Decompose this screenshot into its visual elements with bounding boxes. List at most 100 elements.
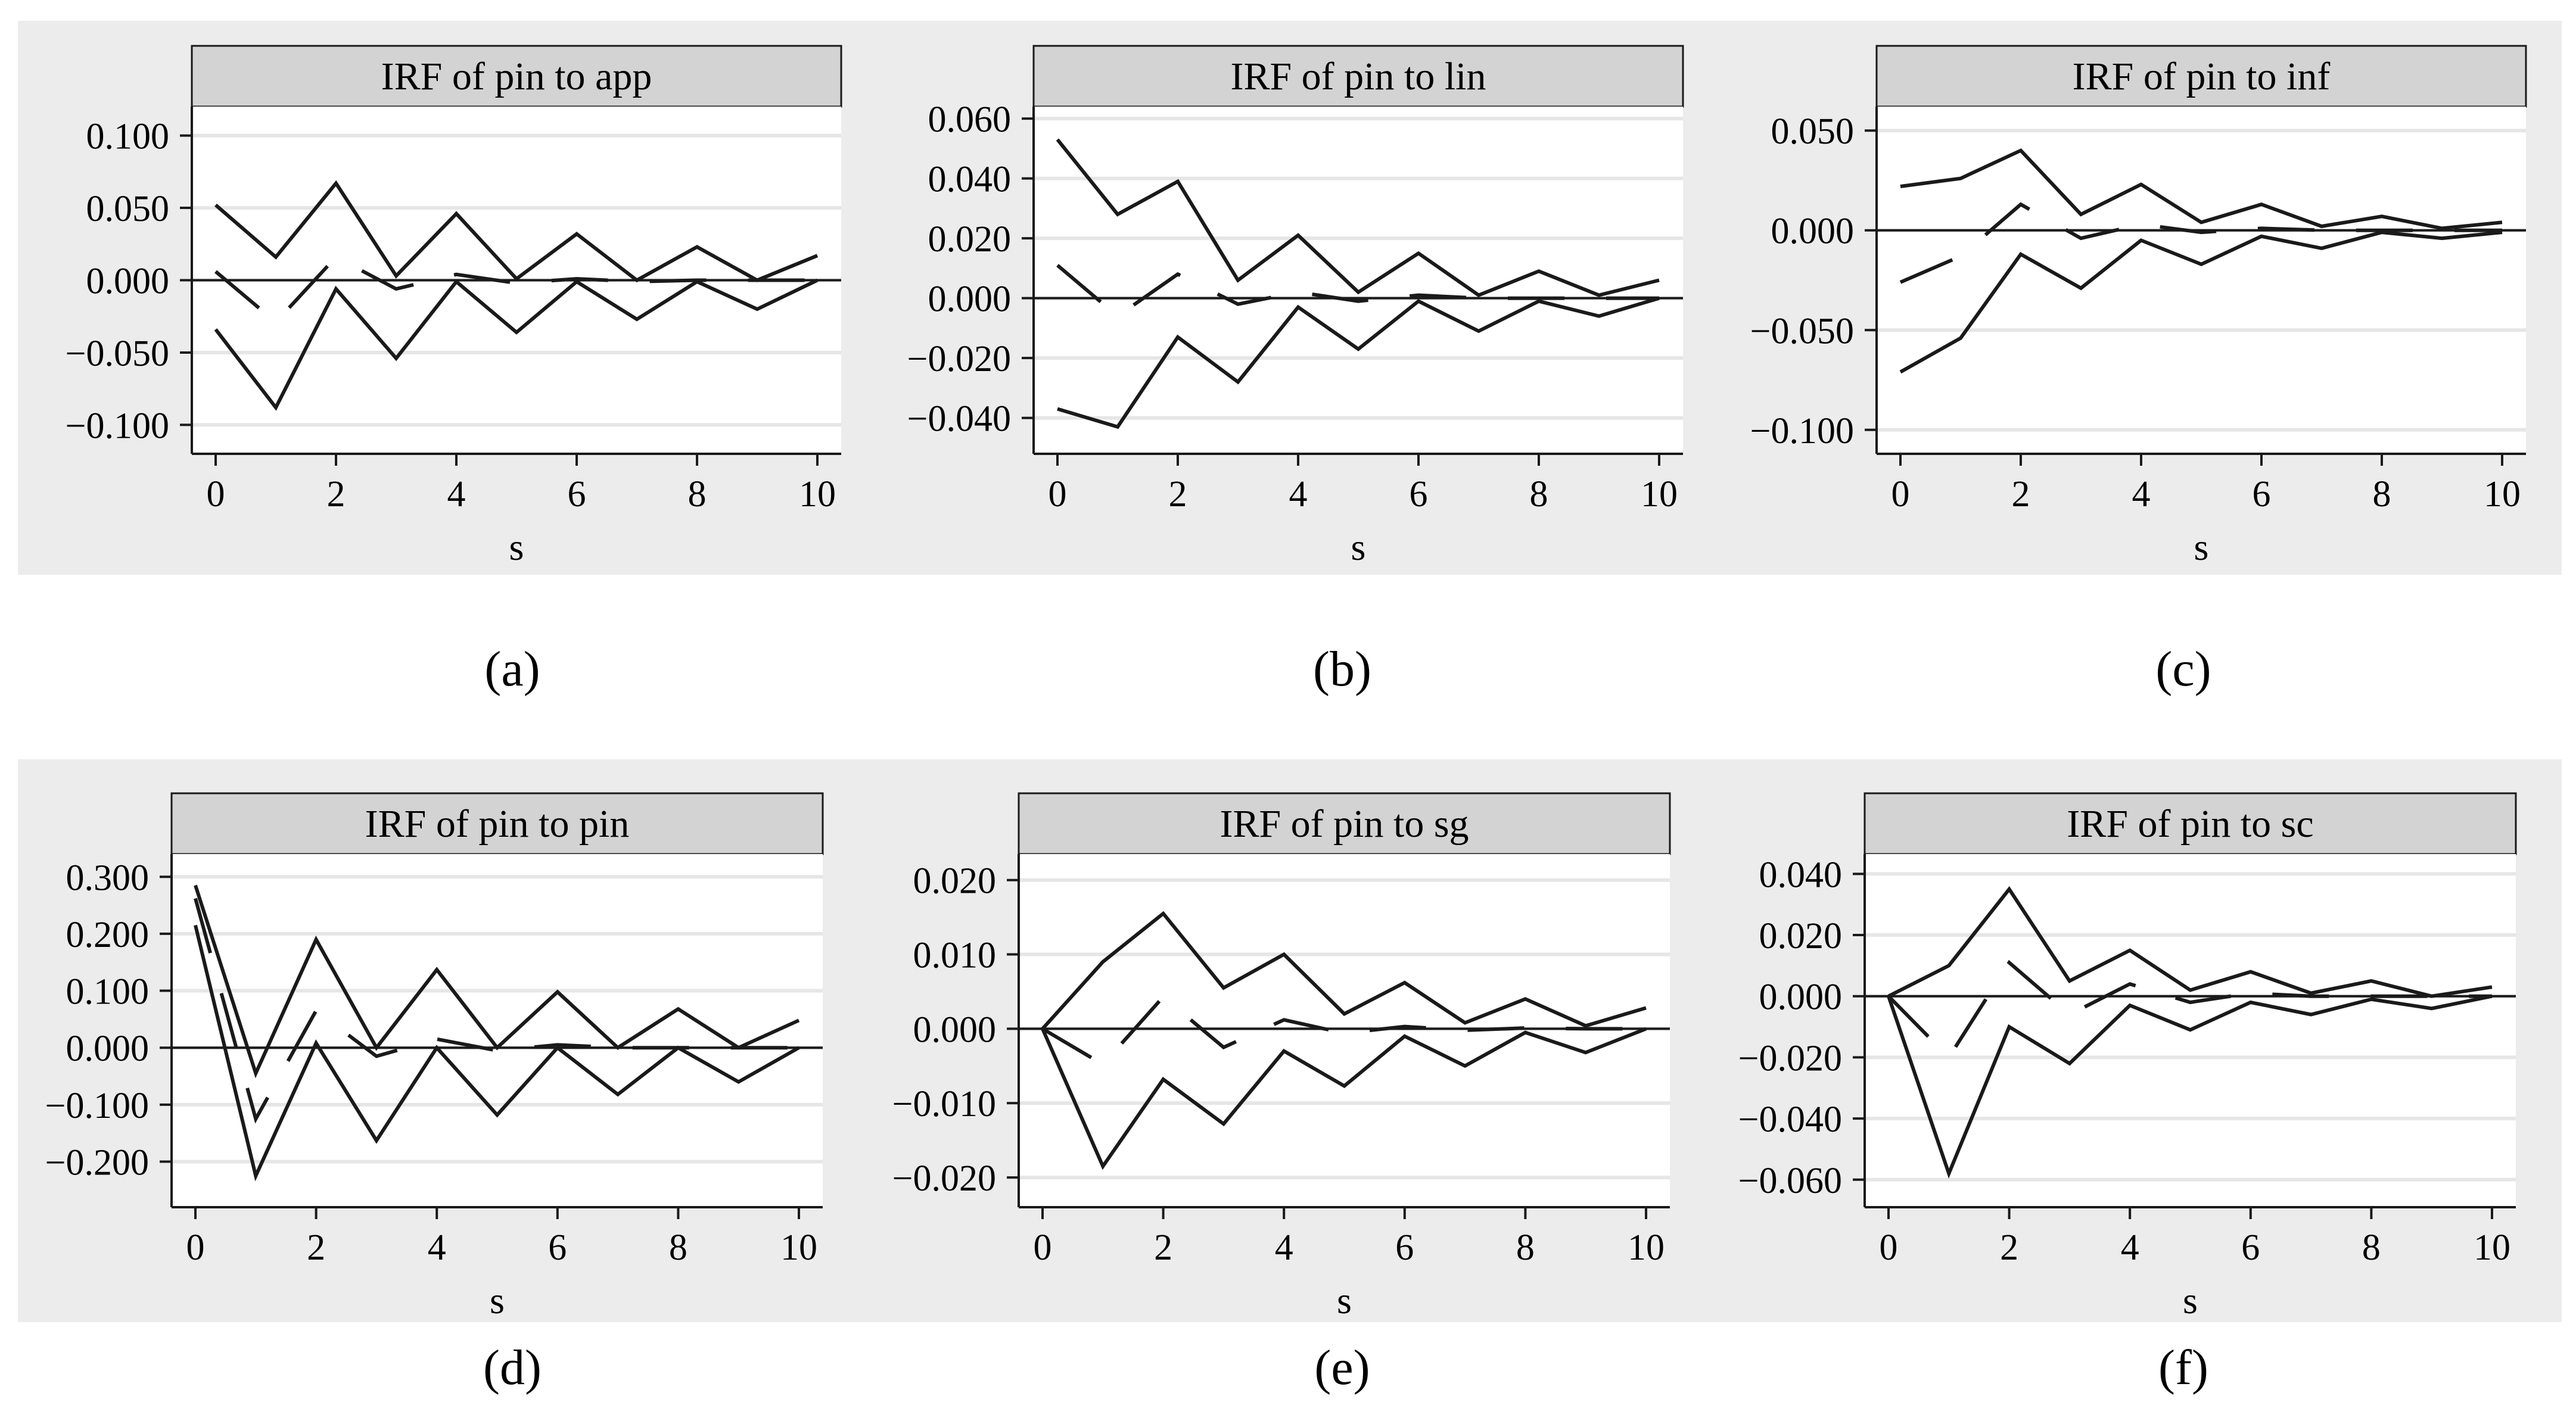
irf-panel-b: IRF of pin to lin 0.060 0.040 0.020 0.000 −0.… — [907, 45, 1684, 697]
x-tick-label: 2 — [307, 1227, 325, 1268]
panel-caption: (a) — [484, 641, 540, 697]
y-tick-label: −0.040 — [907, 399, 1011, 440]
x-tick-label: 6 — [2253, 474, 2271, 515]
series-line-irf — [194, 898, 799, 1124]
x-tick-label: 8 — [1516, 1227, 1535, 1268]
y-tick-label: 0.000 — [928, 279, 1012, 320]
series-line-upper — [214, 180, 819, 283]
x-tick-label: 6 — [568, 474, 586, 515]
irf-panel-e: IRF of pin to sg 0.020 0.010 0.000 −0.010 −0.… — [892, 792, 1671, 1395]
x-tick-label: 2 — [2012, 474, 2030, 515]
y-tick-label: 0.020 — [1759, 916, 1843, 956]
title-strip — [1875, 45, 2527, 108]
x-axis-title: s — [2183, 1279, 2198, 1322]
y-tick-label: 0.020 — [913, 861, 997, 902]
x-tick-label: 8 — [2373, 474, 2391, 515]
x-tick-label: 0 — [207, 474, 225, 515]
x-tick-label: 10 — [780, 1227, 817, 1268]
y-tick-label: 0.000 — [66, 1029, 150, 1069]
y-tick-label: 0.050 — [1771, 111, 1855, 152]
y-tick-label: −0.100 — [45, 1086, 149, 1126]
x-tick-label: 10 — [1628, 1227, 1665, 1268]
x-tick-label: 4 — [1275, 1227, 1293, 1268]
x-tick-label: 8 — [688, 474, 707, 515]
x-axis-title: s — [509, 526, 524, 568]
panel-caption: (e) — [1314, 1340, 1370, 1395]
plot-area — [1034, 107, 1683, 454]
title-strip — [1032, 45, 1684, 108]
x-tick-label: 4 — [2121, 1227, 2139, 1268]
series-line-lower — [1041, 1027, 1647, 1170]
y-tick-label: 0.010 — [913, 936, 997, 976]
x-tick-label: 4 — [447, 474, 466, 515]
x-tick-label: 6 — [1395, 1227, 1414, 1268]
plot-area — [172, 854, 823, 1207]
y-tick-label: 0.060 — [928, 99, 1012, 140]
y-tick-label: −0.020 — [907, 339, 1011, 379]
y-tick-label: −0.010 — [892, 1084, 996, 1124]
x-tick-label: 2 — [1169, 474, 1187, 515]
panel-title: IRF of pin to sc — [2067, 802, 2313, 846]
x-tick-label: 6 — [548, 1227, 567, 1268]
x-tick-label: 0 — [1891, 474, 1910, 515]
y-tick-label: −0.050 — [1750, 311, 1854, 351]
irf-panel-f: IRF of pin to sc 0.040 0.020 0.000 −0.020 −0.… — [1738, 792, 2517, 1395]
x-tick-label: 0 — [1049, 474, 1067, 515]
y-tick-label: 0.000 — [1759, 977, 1843, 1018]
y-tick-label: 0.000 — [86, 261, 170, 302]
series-line-lower — [1899, 230, 2503, 374]
y-tick-label: −0.050 — [66, 334, 169, 374]
x-tick-label: 4 — [1289, 474, 1308, 515]
x-tick-label: 0 — [1034, 1227, 1052, 1268]
series-line-lower — [194, 924, 800, 1182]
panel-title: IRF of pin to inf — [2073, 55, 2331, 98]
panel-title: IRF of pin to sg — [1219, 802, 1469, 846]
series-line-lower — [1057, 296, 1660, 429]
x-tick-label: 10 — [2474, 1227, 2510, 1268]
irf-panel-a: IRF of pin to app 0.100 0.050 0.000 −0.050 −0… — [66, 45, 842, 697]
irf-panel-d: IRF of pin to pin 0.300 0.200 0.100 0.000 −0.… — [45, 792, 824, 1395]
y-tick-label: 0.300 — [66, 858, 150, 898]
y-tick-label: −0.100 — [1750, 411, 1854, 451]
series-line-upper — [194, 884, 800, 1079]
panel-title: IRF of pin to app — [381, 55, 652, 98]
series-line-irf — [1899, 202, 2502, 284]
title-strip — [1863, 792, 2517, 855]
panel-caption: (f) — [2158, 1340, 2208, 1395]
panel-caption: (d) — [483, 1340, 542, 1395]
panel-title: IRF of pin to pin — [365, 802, 630, 846]
panel-title: IRF of pin to lin — [1230, 55, 1486, 98]
panel-caption: (b) — [1313, 641, 1371, 697]
x-tick-label: 2 — [327, 474, 346, 515]
y-tick-label: −0.020 — [892, 1158, 996, 1199]
x-tick-label: 0 — [1880, 1227, 1898, 1268]
x-tick-label: 2 — [2000, 1227, 2018, 1268]
y-tick-label: 0.100 — [86, 117, 170, 157]
y-tick-label: −0.040 — [1738, 1099, 1842, 1140]
y-tick-label: 0.040 — [928, 160, 1012, 200]
series-line-upper — [1887, 886, 2493, 998]
irf-panel-c: IRF of pin to inf 0.050 0.000 −0.050 −0.100 0… — [1750, 45, 2527, 697]
x-tick-label: 6 — [1410, 474, 1428, 515]
plot-area — [1877, 107, 2526, 454]
x-axis-title: s — [2194, 526, 2209, 568]
y-tick-label: 0.000 — [913, 1009, 997, 1050]
series-line-irf — [1056, 264, 1659, 319]
y-tick-label: 0.200 — [66, 915, 150, 955]
series-line-lower — [1887, 994, 2493, 1179]
y-tick-label: 0.100 — [66, 972, 150, 1012]
series-line-upper — [1056, 138, 1660, 297]
y-tick-label: 0.000 — [1771, 211, 1855, 252]
series-line-irf — [214, 254, 817, 325]
x-axis-title: s — [490, 1279, 505, 1322]
series-line-upper — [1041, 911, 1647, 1030]
panel-caption: (c) — [2155, 641, 2211, 697]
y-tick-label: 0.040 — [1759, 855, 1843, 895]
x-tick-label: 10 — [1641, 474, 1678, 515]
title-strip — [1018, 792, 1671, 855]
x-tick-label: 10 — [2484, 474, 2521, 515]
x-axis-title: s — [1351, 526, 1366, 568]
x-tick-label: 6 — [2241, 1227, 2260, 1268]
y-tick-label: −0.020 — [1738, 1038, 1842, 1079]
